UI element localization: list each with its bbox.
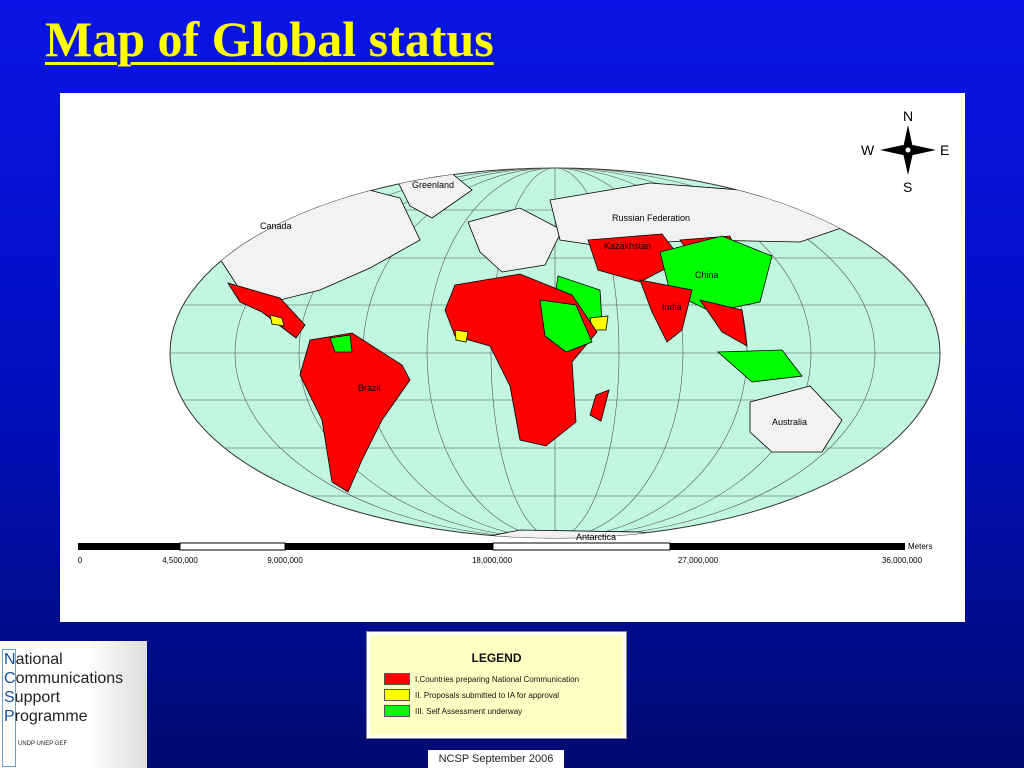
legend-item: II. Proposals submitted to IA for approv…	[384, 687, 623, 703]
australia	[749, 385, 843, 453]
guyana-green	[329, 334, 353, 353]
compass-icon: N S W E	[861, 108, 949, 195]
scale-tick: 36,000,000	[881, 556, 923, 565]
ncsp-logo: National Communications Support Programm…	[0, 641, 147, 768]
central-america-yellow	[269, 314, 285, 327]
label-brazil: Brazil	[358, 383, 381, 393]
europe	[467, 207, 563, 273]
legend-item: III. Self Assessment underway	[384, 703, 623, 719]
label-india: India	[662, 302, 682, 312]
west-africa-yellow	[454, 329, 469, 343]
label-antarctica: Antarctica	[576, 532, 616, 542]
scale-tick: 18,000,000	[471, 556, 513, 565]
legend-swatch-red	[384, 673, 410, 685]
label-australia: Australia	[772, 417, 807, 427]
central-asia	[587, 233, 683, 283]
indonesia	[716, 349, 803, 383]
mexico-central-america	[227, 282, 306, 339]
legend: LEGEND I.Countries preparing National Co…	[366, 631, 627, 739]
legend-swatch-green	[384, 705, 410, 717]
madagascar	[589, 389, 610, 422]
svg-text:E: E	[940, 142, 949, 158]
svg-text:N: N	[903, 108, 913, 124]
agency-logos: UNDP UNEP GEF	[18, 741, 68, 747]
scale-bar: Meters	[78, 542, 932, 551]
scale-tick: 27,000,000	[677, 556, 719, 565]
svg-text:W: W	[861, 142, 875, 158]
legend-swatch-yellow	[384, 689, 410, 701]
label-kazakhstan: Kazakhstan	[604, 241, 651, 251]
southeast-asia	[699, 299, 748, 347]
label-canada: Canada	[260, 221, 292, 231]
footer-note: NCSP September 2006	[428, 750, 564, 768]
svg-text:Meters: Meters	[908, 542, 932, 551]
page-title: Map of Global status	[45, 11, 494, 67]
legend-title: LEGEND	[471, 651, 522, 665]
scale-tick: 4,500,000	[162, 556, 198, 565]
label-china: China	[695, 270, 719, 280]
legend-item: I.Countries preparing National Communica…	[384, 671, 623, 687]
india	[639, 279, 693, 343]
svg-text:S: S	[903, 179, 912, 195]
label-greenland: Greenland	[412, 180, 454, 190]
scale-tick: 0	[77, 556, 83, 565]
scale-tick: 9,000,000	[267, 556, 303, 565]
east-africa-green	[539, 299, 593, 353]
label-russia: Russian Federation	[612, 213, 690, 223]
south-america	[299, 332, 411, 493]
world-map: Greenland Canada Russian Federation Kaza…	[60, 93, 965, 622]
